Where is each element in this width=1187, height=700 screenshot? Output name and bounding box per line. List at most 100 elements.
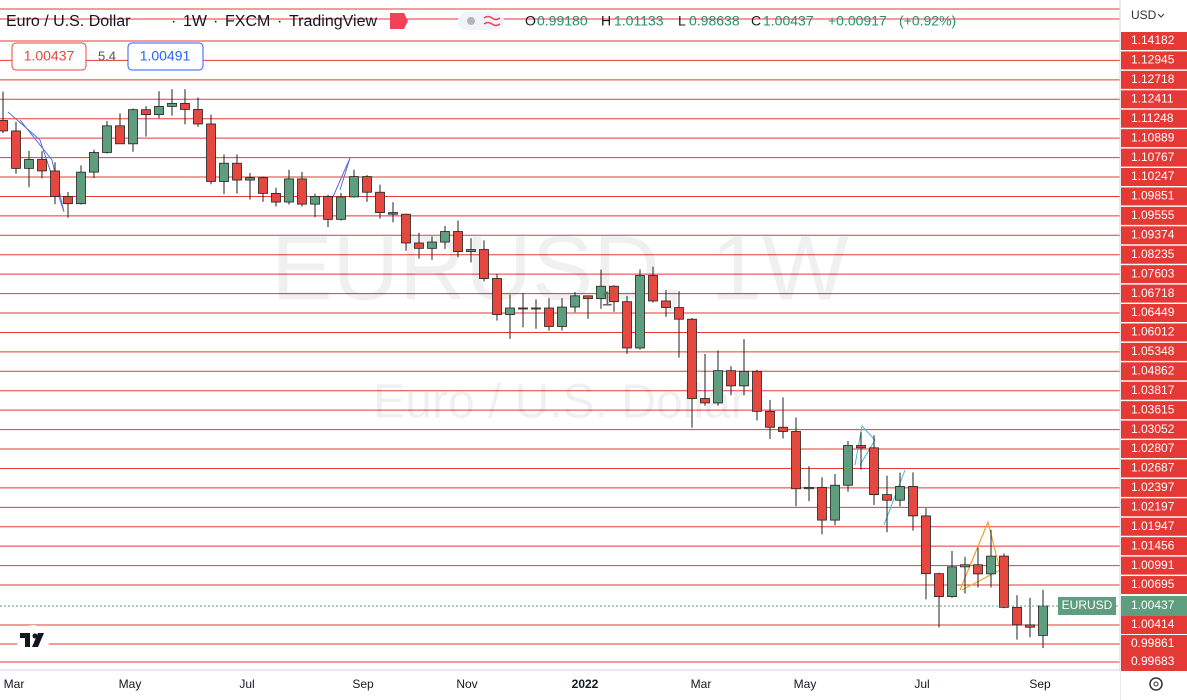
- level-label: 1.12945: [1131, 53, 1175, 67]
- currency-dropdown[interactable]: [1157, 13, 1165, 18]
- level-label-bg: [1121, 245, 1187, 264]
- icon-dot[interactable]: [467, 17, 475, 25]
- level-label: 1.12411: [1131, 91, 1174, 105]
- level-label-bg: [1121, 556, 1187, 575]
- candle-body: [206, 123, 216, 182]
- candle-body: [544, 307, 554, 327]
- candle-body: [973, 564, 983, 575]
- last-price-bg: [1121, 595, 1187, 616]
- level-label-bg: [1121, 187, 1187, 206]
- level-label: 1.07603: [1131, 266, 1175, 280]
- candle-body: [1025, 624, 1035, 628]
- x-tick-label: 2022: [572, 677, 599, 691]
- level-label-bg: [1121, 498, 1187, 517]
- candle-body: [765, 410, 775, 428]
- candle-body: [934, 573, 944, 597]
- candle-body: [1038, 605, 1048, 636]
- watermark-subtitle: Euro / U.S. Dollar: [373, 376, 746, 429]
- x-tick-label: Jul: [914, 677, 929, 691]
- candle-body: [687, 318, 697, 399]
- level-label: 1.11248: [1131, 111, 1174, 125]
- level-label-bg: [1121, 284, 1187, 303]
- level-label-bg: [1121, 168, 1187, 187]
- trend-drawing: [324, 157, 351, 216]
- tv-logo: [17, 625, 49, 657]
- candle-body: [791, 431, 801, 490]
- candle-body: [427, 241, 437, 249]
- sell-price[interactable]: 1.00437: [24, 48, 75, 64]
- candle-body: [11, 130, 21, 169]
- level-label-bg: [1121, 459, 1187, 478]
- level-label-bg: [1121, 653, 1187, 671]
- candle-body: [869, 447, 879, 496]
- level-label: 1.10247: [1131, 169, 1175, 183]
- time-axis: [0, 670, 1120, 700]
- buy-box[interactable]: [127, 42, 204, 71]
- candle-body: [1012, 606, 1022, 626]
- candle-body: [596, 285, 606, 300]
- candle-body: [245, 177, 255, 181]
- x-tick-label: Mar: [691, 677, 712, 691]
- separator: ·: [171, 13, 176, 30]
- level-label-bg: [1121, 635, 1187, 653]
- level-label: 1.03615: [1131, 402, 1175, 416]
- ohlc-value: 1.01133: [614, 13, 664, 29]
- watermark: EURUSD, 1W: [271, 217, 849, 319]
- level-label: 1.02687: [1131, 461, 1175, 475]
- candle-body: [817, 486, 827, 521]
- level-label-bg: [1121, 401, 1187, 420]
- candle-body: [232, 162, 242, 181]
- candle-body: [154, 106, 164, 115]
- candle-body: [0, 120, 8, 132]
- candle-body: [466, 249, 476, 253]
- level-label-bg: [1121, 304, 1187, 323]
- ohlc-key: H: [601, 13, 611, 29]
- candle-body: [739, 370, 749, 387]
- gear[interactable]: [1149, 677, 1163, 691]
- candle-body: [336, 196, 346, 220]
- gear-center[interactable]: [1153, 681, 1159, 687]
- candle-body: [505, 307, 515, 315]
- ohlc-value: 0.98638: [689, 13, 740, 29]
- level-label: 1.00695: [1131, 577, 1175, 591]
- candle-body: [258, 177, 268, 194]
- candle-body: [63, 196, 73, 205]
- spread: 5.4: [98, 48, 116, 63]
- settings-gear[interactable]: [1149, 677, 1163, 691]
- candle-body: [895, 486, 905, 501]
- symbol-badge: EURUSD: [1062, 598, 1113, 612]
- candle-body: [479, 249, 489, 279]
- flag-icon[interactable]: [390, 13, 408, 29]
- ohlc-key: L: [678, 13, 686, 29]
- candle-body: [518, 307, 528, 310]
- candle-body: [921, 515, 931, 575]
- level-label: 1.02397: [1131, 480, 1175, 494]
- interval: 1W: [183, 13, 208, 30]
- buy-price[interactable]: 1.00491: [140, 48, 191, 64]
- header: Euro / U.S. Dollar · 1W · FXCM · Trading…: [6, 13, 377, 30]
- icon-wave[interactable]: [483, 15, 501, 27]
- symbol-title: Euro / U.S. Dollar: [6, 13, 131, 30]
- ohlc-key: C: [751, 13, 761, 29]
- icons-pill[interactable]: [458, 12, 504, 30]
- exchange: FXCM: [225, 13, 270, 30]
- level-label: 1.08235: [1131, 247, 1175, 261]
- level-label: 1.04862: [1131, 363, 1175, 377]
- sell-box[interactable]: [11, 42, 87, 71]
- level-label-bg: [1121, 226, 1187, 245]
- logo-v: [32, 633, 44, 647]
- level-label: 1.06012: [1131, 325, 1175, 339]
- currency[interactable]: USD: [1131, 8, 1157, 22]
- candle-body: [609, 285, 619, 303]
- candle-body: [882, 494, 892, 501]
- level-label: 1.01947: [1131, 519, 1175, 533]
- level-label: 1.00414: [1131, 617, 1175, 631]
- x-tick-label: Mar: [4, 677, 25, 691]
- candle-body: [726, 370, 736, 387]
- candle-body: [752, 370, 762, 412]
- level-label-bg: [1121, 32, 1187, 50]
- candle-body: [76, 171, 86, 205]
- candle-body: [128, 109, 138, 145]
- candle-body: [804, 486, 814, 490]
